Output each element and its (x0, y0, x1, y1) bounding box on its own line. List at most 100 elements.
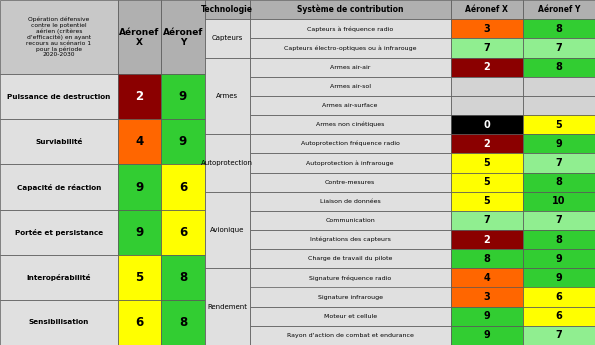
Text: Moteur et cellule: Moteur et cellule (324, 314, 377, 319)
Text: 8: 8 (179, 316, 187, 329)
Bar (523, 96, 595, 115)
Text: Surviabilité: Surviabilité (35, 139, 83, 145)
Bar (0, 165, 118, 209)
Bar (523, 58, 595, 77)
Text: 10: 10 (552, 196, 566, 206)
Text: 3: 3 (483, 292, 490, 302)
Text: 8: 8 (556, 62, 562, 72)
Bar (450, 38, 523, 58)
Bar (118, 300, 161, 345)
Bar (161, 74, 205, 119)
Bar (249, 172, 450, 192)
Bar (523, 249, 595, 268)
Text: 6: 6 (556, 311, 562, 321)
Text: 5: 5 (483, 158, 490, 168)
Text: 9: 9 (483, 311, 490, 321)
Text: Aéronef
Y: Aéronef Y (163, 28, 203, 47)
Bar (249, 115, 450, 134)
Text: Avionique: Avionique (210, 227, 245, 233)
Text: 2: 2 (483, 235, 490, 245)
Bar (161, 209, 205, 255)
Text: 9: 9 (556, 139, 562, 149)
Bar (249, 326, 450, 345)
Text: 5: 5 (135, 271, 143, 284)
Bar (450, 287, 523, 307)
Bar (450, 96, 523, 115)
Text: 5: 5 (483, 177, 490, 187)
Bar (450, 230, 523, 249)
Bar (0, 300, 118, 345)
Bar (450, 268, 523, 287)
Bar (450, 115, 523, 134)
Text: Capteurs électro-optiques ou à infrarouge: Capteurs électro-optiques ou à infraroug… (284, 45, 416, 51)
Text: 7: 7 (556, 331, 562, 341)
Text: Aéronef X: Aéronef X (465, 5, 508, 14)
Text: 8: 8 (556, 24, 562, 34)
Bar (450, 19, 523, 38)
Bar (118, 74, 161, 119)
Text: 9: 9 (483, 331, 490, 341)
Text: 6: 6 (135, 316, 143, 329)
Bar (450, 326, 523, 345)
Bar (118, 0, 161, 74)
Text: Rayon d'action de combat et endurance: Rayon d'action de combat et endurance (287, 333, 414, 338)
Bar (523, 230, 595, 249)
Text: 9: 9 (556, 254, 562, 264)
Bar (161, 165, 205, 209)
Bar (249, 153, 450, 172)
Bar (249, 230, 450, 249)
Text: 9: 9 (179, 90, 187, 103)
Text: Armes air-sol: Armes air-sol (330, 84, 371, 89)
Text: Autoprotection: Autoprotection (201, 160, 253, 166)
Bar (523, 19, 595, 38)
Text: Portée et persistance: Portée et persistance (15, 229, 103, 236)
Text: 6: 6 (179, 226, 187, 239)
Text: Capacité de réaction: Capacité de réaction (17, 184, 101, 190)
Text: Armes air-surface: Armes air-surface (322, 103, 378, 108)
Text: Aéronef Y: Aéronef Y (538, 5, 580, 14)
Text: 4: 4 (135, 135, 143, 148)
Text: 9: 9 (135, 180, 143, 194)
Text: Signature fréquence radio: Signature fréquence radio (309, 275, 391, 281)
Text: 5: 5 (483, 196, 490, 206)
Bar (450, 192, 523, 211)
Text: Autoprotection à infrarouge: Autoprotection à infrarouge (306, 160, 394, 166)
Bar (249, 77, 450, 96)
Bar (523, 153, 595, 172)
Bar (523, 77, 595, 96)
Text: 4: 4 (483, 273, 490, 283)
Bar (523, 0, 595, 19)
Text: Armes: Armes (216, 93, 238, 99)
Bar (0, 0, 118, 74)
Text: Armes air-air: Armes air-air (330, 65, 370, 70)
Bar (205, 134, 249, 192)
Bar (161, 0, 205, 74)
Text: Système de contribution: Système de contribution (297, 5, 403, 14)
Text: 2: 2 (483, 62, 490, 72)
Text: Intégrations des capteurs: Intégrations des capteurs (309, 237, 390, 242)
Text: Aéronef
X: Aéronef X (119, 28, 159, 47)
Text: Liaison de données: Liaison de données (320, 199, 380, 204)
Text: 7: 7 (556, 215, 562, 225)
Bar (205, 192, 249, 268)
Bar (450, 172, 523, 192)
Text: 5: 5 (556, 120, 562, 130)
Bar (450, 0, 523, 19)
Text: Capteurs: Capteurs (211, 35, 243, 41)
Bar (450, 134, 523, 153)
Text: Armes non cinétiques: Armes non cinétiques (316, 122, 384, 127)
Text: Sensibilisation: Sensibilisation (29, 319, 89, 325)
Bar (118, 255, 161, 300)
Text: Autoprotection fréquence radio: Autoprotection fréquence radio (300, 141, 399, 147)
Bar (249, 268, 450, 287)
Bar (249, 249, 450, 268)
Text: Charge de travail du pilote: Charge de travail du pilote (308, 256, 392, 261)
Text: Rendement: Rendement (207, 304, 247, 310)
Bar (161, 300, 205, 345)
Text: 2: 2 (136, 90, 143, 103)
Text: Interopérabilité: Interopérabilité (27, 274, 91, 281)
Text: Opération défensive
contre le potentiel
aérien (critères
d'efficacité) en ayant
: Opération défensive contre le potentiel … (26, 17, 92, 58)
Bar (205, 0, 249, 19)
Bar (450, 58, 523, 77)
Bar (161, 119, 205, 165)
